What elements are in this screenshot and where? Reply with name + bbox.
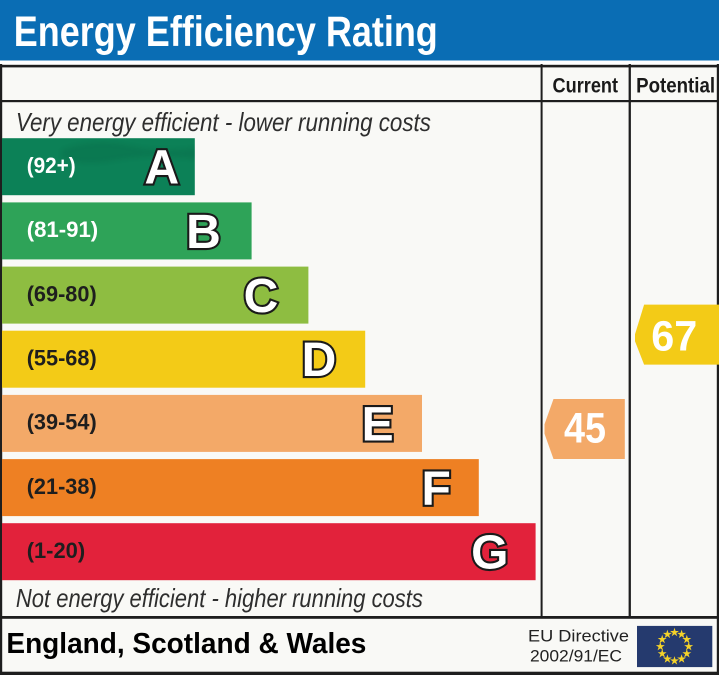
svg-text:A: A xyxy=(144,142,179,195)
svg-text:EU Directive: EU Directive xyxy=(528,627,629,645)
svg-text:D: D xyxy=(302,334,337,387)
svg-text:(92+): (92+) xyxy=(27,153,76,178)
svg-text:(81-91): (81-91) xyxy=(27,217,99,242)
svg-text:Current: Current xyxy=(553,74,619,98)
svg-text:Potential: Potential xyxy=(636,74,715,98)
svg-text:67: 67 xyxy=(651,313,697,361)
svg-text:Not energy efficient - higher: Not energy efficient - higher running co… xyxy=(16,583,423,613)
svg-text:Very energy efficient - lower: Very energy efficient - lower running co… xyxy=(16,107,431,137)
svg-text:(55-68): (55-68) xyxy=(27,346,97,371)
svg-text:(21-38): (21-38) xyxy=(27,474,97,499)
svg-text:(39-54): (39-54) xyxy=(27,410,97,435)
svg-text:E: E xyxy=(362,398,394,451)
svg-text:45: 45 xyxy=(564,404,606,452)
svg-text:Energy Efficiency Rating: Energy Efficiency Rating xyxy=(14,9,438,56)
svg-text:F: F xyxy=(422,463,451,516)
svg-text:C: C xyxy=(244,270,279,323)
svg-text:B: B xyxy=(186,206,221,259)
svg-text:(69-80): (69-80) xyxy=(27,281,97,306)
svg-text:England, Scotland & Wales: England, Scotland & Wales xyxy=(6,628,366,660)
svg-text:(1-20): (1-20) xyxy=(27,538,85,563)
svg-text:2002/91/EC: 2002/91/EC xyxy=(530,648,622,666)
svg-text:G: G xyxy=(471,527,508,580)
